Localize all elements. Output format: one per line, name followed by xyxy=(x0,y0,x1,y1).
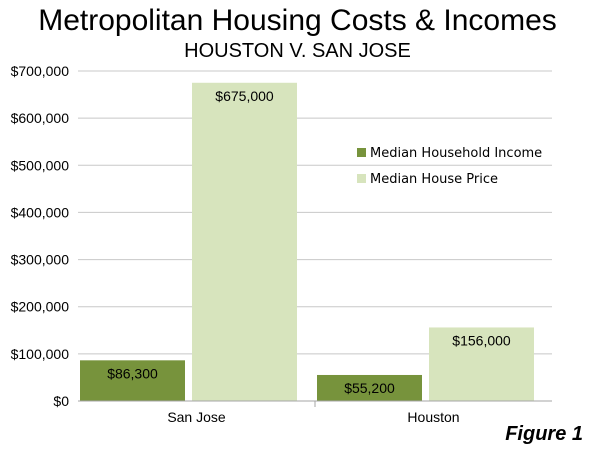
bars xyxy=(80,82,534,402)
legend-swatch xyxy=(357,174,366,183)
legend-swatch xyxy=(357,148,366,157)
data-label: $55,200 xyxy=(344,380,395,396)
chart-subtitle: HOUSTON V. SAN JOSE xyxy=(184,40,411,62)
bar-house-price xyxy=(192,82,297,402)
data-label: $156,000 xyxy=(452,332,511,348)
x-category-label: San Jose xyxy=(167,409,226,425)
y-tick-label: $500,000 xyxy=(11,157,70,173)
y-tick-label: $200,000 xyxy=(11,299,70,315)
bar-house-price xyxy=(429,327,534,401)
y-tick-label: $400,000 xyxy=(11,204,70,220)
legend-label: Median Household Income xyxy=(370,146,542,161)
data-labels: $86,300 $675,000 $55,200 $156,000 xyxy=(107,88,511,396)
y-axis: $0 $100,000 $200,000 $300,000 $400,000 $500,0… xyxy=(11,63,70,409)
data-label: $675,000 xyxy=(215,88,274,104)
y-tick-label: $600,000 xyxy=(11,110,70,126)
bar-income xyxy=(80,360,185,401)
y-tick-label: $100,000 xyxy=(11,346,70,362)
x-category-label: Houston xyxy=(407,409,459,425)
chart-title: Metropolitan Housing Costs & Incomes xyxy=(38,4,557,37)
legend: Median Household Income Median House Pric… xyxy=(357,146,542,187)
gridlines xyxy=(78,70,552,355)
legend-label: Median House Price xyxy=(370,172,498,187)
x-axis: San Jose Houston xyxy=(78,400,552,425)
figure-label: Figure 1 xyxy=(505,423,583,445)
y-tick-label: $700,000 xyxy=(11,63,70,79)
bar-income xyxy=(317,374,422,401)
y-tick-label: $0 xyxy=(53,393,69,409)
data-label: $86,300 xyxy=(107,365,158,381)
y-tick-label: $300,000 xyxy=(11,252,70,268)
